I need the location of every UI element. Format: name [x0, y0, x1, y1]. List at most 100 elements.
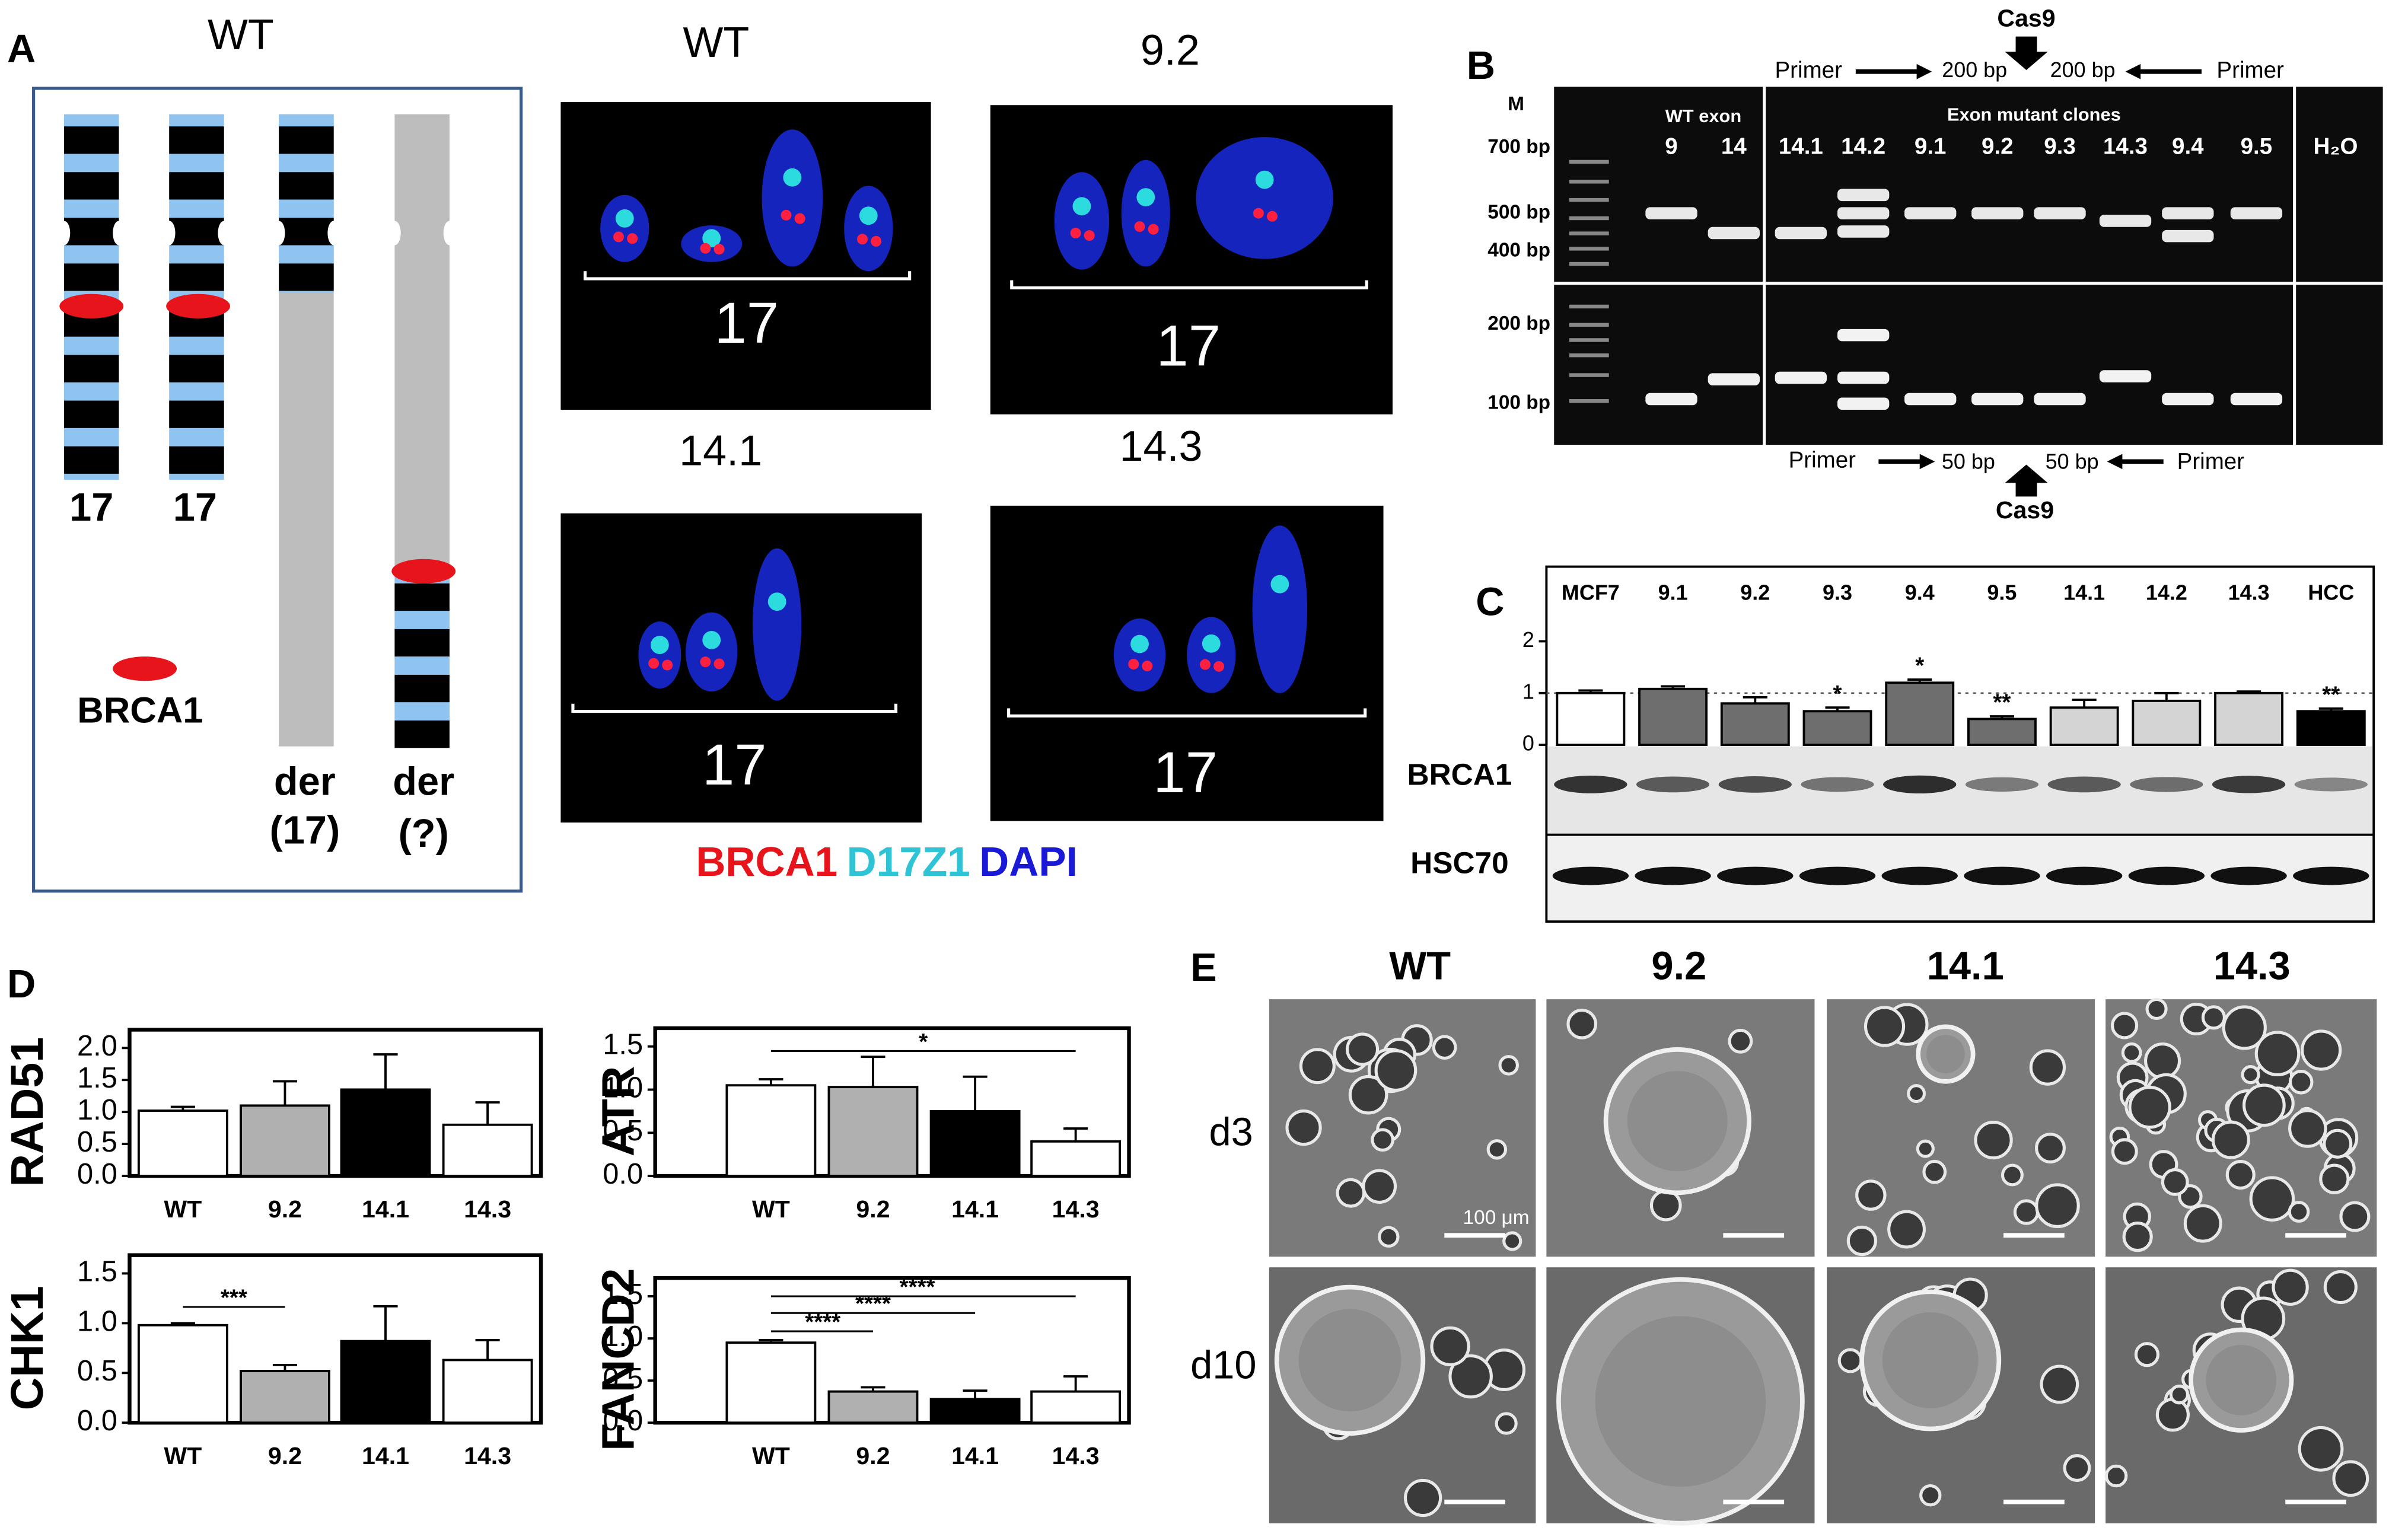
gel-image — [1554, 87, 2383, 445]
bar — [725, 1341, 817, 1424]
ladder-band — [1569, 247, 1609, 251]
arrow-head — [1916, 63, 1932, 79]
enzyme-label: Cas9 — [1997, 4, 2055, 31]
plot-frame — [128, 1253, 543, 1425]
ladder-label: 200 bp — [1487, 313, 1550, 334]
cell — [2122, 1222, 2153, 1252]
x-tick-label: 9.2 — [856, 1442, 890, 1469]
centromere — [443, 221, 456, 245]
distance-label: 50 bp — [2046, 449, 2099, 473]
cell — [2145, 997, 2168, 1021]
chromosome-blob — [753, 548, 802, 701]
spheroid-core — [1882, 1312, 1979, 1408]
cell — [1299, 1048, 1336, 1085]
chromosome-blob — [1054, 172, 1110, 270]
cell — [1649, 1189, 1682, 1222]
blot-band — [2128, 866, 2205, 885]
brca1-dot — [1084, 230, 1095, 241]
brca1-dot — [857, 234, 868, 245]
ladder-band — [1569, 353, 1609, 358]
cell — [2272, 1268, 2309, 1306]
enzyme-label: Cas9 — [1996, 496, 2054, 524]
ladder-band — [1569, 304, 1609, 309]
brca1-dot — [1213, 661, 1225, 672]
chromosome-bracket — [1007, 708, 1367, 718]
x-tick-label: 9.2 — [1740, 580, 1770, 604]
x-tick-label: 9.2 — [856, 1195, 890, 1223]
bar — [1030, 1390, 1122, 1424]
centromere — [113, 221, 125, 245]
lane-label: 14.2 — [1841, 133, 1885, 159]
spheroid-core — [1595, 1316, 1766, 1487]
fish-chromosome-label: 17 — [715, 291, 779, 355]
d17z1-signal — [1270, 575, 1289, 594]
fish-image — [560, 513, 922, 823]
chromosome-band — [63, 355, 119, 382]
error-bar — [1063, 1375, 1088, 1392]
brca1-dot — [1134, 221, 1145, 232]
x-tick-label: 14.1 — [951, 1195, 999, 1223]
cell — [2288, 1109, 2327, 1148]
gel-band — [2162, 207, 2214, 219]
x-tick-label: 9.5 — [1987, 580, 2017, 604]
cell — [1486, 1139, 1508, 1160]
blot-band — [1881, 866, 1958, 885]
ladder-band — [1569, 160, 1609, 164]
arrow-head — [2125, 63, 2141, 79]
legend-entry: BRCA1 — [696, 838, 837, 885]
cell — [1916, 1139, 1935, 1158]
x-tick-label: 9.2 — [268, 1195, 302, 1223]
row-label: d10 — [1190, 1343, 1256, 1387]
arrow-head — [2107, 454, 2123, 470]
cell — [1362, 1169, 1397, 1204]
cell — [2169, 1384, 2190, 1405]
bar — [2049, 706, 2119, 747]
x-tick-label: 9.1 — [1658, 580, 1688, 604]
error-bar — [272, 1080, 298, 1106]
blot-band — [2046, 866, 2123, 885]
blot-band — [1552, 866, 1629, 885]
blot-band — [1799, 866, 1876, 885]
chromosome-bracket — [583, 271, 912, 280]
chromosome-band — [279, 218, 334, 245]
chromosome-blob — [600, 195, 649, 262]
lane-label: 9 — [1665, 133, 1677, 159]
column-label: 14.3 — [2213, 944, 2291, 988]
cell — [2121, 1042, 2142, 1063]
brca1-signal — [59, 294, 124, 318]
brca1-dot — [871, 235, 882, 247]
bar — [827, 1086, 919, 1177]
error-bar — [1661, 685, 1686, 689]
error-bar — [759, 1338, 783, 1343]
brca1-dot — [781, 209, 792, 221]
x-tick-label: WT — [164, 1442, 202, 1469]
error-bar — [963, 1075, 988, 1111]
y-axis-label: RAD51 — [2, 1037, 53, 1187]
cell — [2298, 1426, 2344, 1472]
brca1-dot — [1142, 661, 1153, 672]
primer-label: Primer — [2177, 449, 2245, 474]
y-tick-label: 1.0 — [603, 1321, 643, 1353]
blot-band — [2293, 866, 2369, 885]
gel-band — [1708, 373, 1760, 385]
chromosome-band — [279, 126, 334, 154]
chromosome-label: (17) — [269, 809, 340, 853]
chromosome-band — [63, 263, 119, 291]
cell — [2128, 1086, 2171, 1129]
blot-band — [1554, 776, 1627, 793]
chromosome-band — [169, 263, 224, 291]
cell — [1285, 1109, 1322, 1146]
column-label: WT — [1389, 944, 1451, 988]
brca1-dot — [648, 658, 660, 669]
cell — [1495, 1412, 1518, 1435]
error-bar — [2154, 691, 2179, 701]
y-tick-label: 2 — [1522, 627, 1534, 652]
cell — [1348, 1075, 1388, 1115]
bar — [2214, 691, 2284, 747]
centromere — [388, 221, 401, 245]
panel-label: A — [7, 27, 36, 71]
fish-title: WT — [683, 19, 750, 66]
bar — [1030, 1140, 1122, 1177]
cell — [2301, 1029, 2342, 1071]
